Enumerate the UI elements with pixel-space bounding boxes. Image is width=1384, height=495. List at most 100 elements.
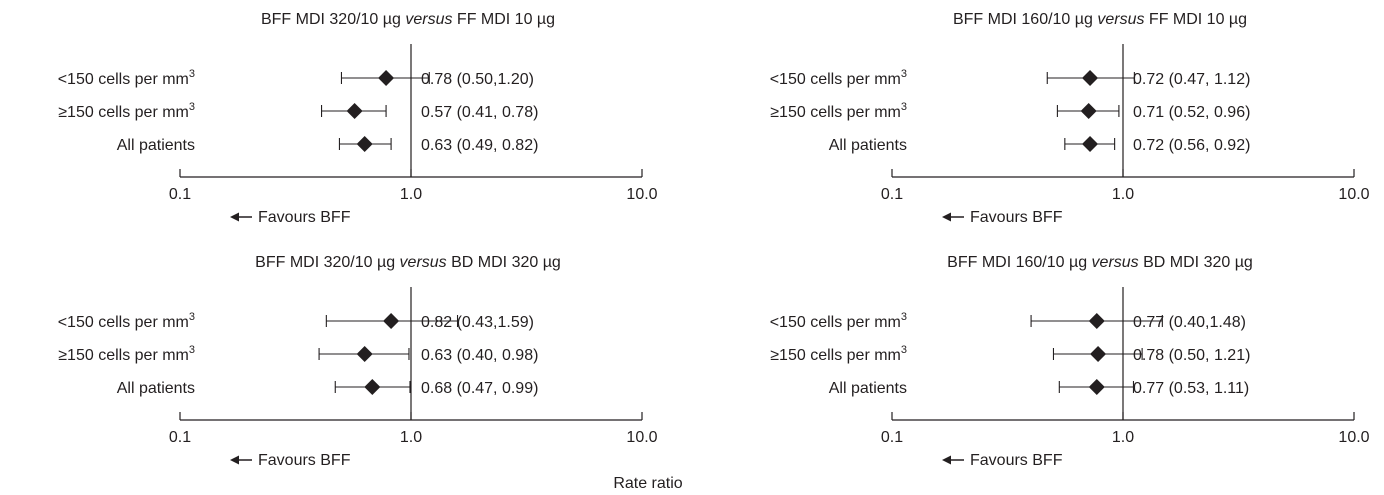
row-label: ≥150 cells per mm3 (770, 344, 907, 364)
row-label-superscript: 3 (901, 68, 907, 80)
forest-panel-2: BFF MDI 160/10 µg versus FF MDI 10 µg 0.1… (770, 11, 1370, 226)
estimate-diamond (356, 136, 373, 152)
favours-arrow-head (942, 212, 951, 222)
forest-row: ≥150 cells per mm3 0.71 (0.52, 0.96) (770, 101, 1250, 121)
row-value-label: 0.77 (0.40,1.48) (1133, 314, 1246, 331)
favours-arrow-head (230, 212, 239, 222)
forest-row: ≥150 cells per mm3 0.57 (0.41, 0.78) (58, 101, 538, 121)
row-label-superscript: 3 (901, 344, 907, 356)
estimate-diamond (383, 313, 400, 329)
panel-title-part: FF MDI 10 µg (452, 11, 555, 28)
row-label-superscript: 3 (189, 311, 195, 323)
row-label-text: ≥150 cells per mm (770, 104, 901, 121)
forest-row: <150 cells per mm3 0.77 (0.40,1.48) (770, 311, 1246, 331)
row-label-text: <150 cells per mm (770, 314, 901, 331)
row-label-superscript: 3 (901, 101, 907, 113)
estimate-diamond (364, 379, 381, 395)
favours-arrow-head (230, 455, 239, 465)
panel-title-part: BFF MDI 160/10 µg (953, 11, 1097, 28)
forest-panel-3: BFF MDI 320/10 µg versus BD MDI 320 µg 0.… (58, 254, 658, 469)
row-label-text: ≥150 cells per mm (58, 347, 189, 364)
estimate-diamond (1090, 346, 1107, 362)
panel-title: BFF MDI 320/10 µg versus FF MDI 10 µg (261, 11, 555, 28)
favours-arrow-head (942, 455, 951, 465)
forest-row: All patients 0.68 (0.47, 0.99) (117, 379, 538, 397)
row-value-label: 0.71 (0.52, 0.96) (1133, 104, 1250, 121)
estimate-diamond (346, 103, 363, 119)
row-label: All patients (829, 137, 907, 154)
panel-title-part: BFF MDI 320/10 µg (261, 11, 405, 28)
row-label-text: All patients (829, 137, 907, 154)
row-value-label: 0.57 (0.41, 0.78) (421, 104, 538, 121)
panel-title-part: versus (1092, 254, 1139, 271)
panel-title-part: versus (1097, 11, 1144, 28)
forest-row: <150 cells per mm3 0.72 (0.47, 1.12) (770, 68, 1251, 88)
row-value-label: 0.63 (0.49, 0.82) (421, 137, 538, 154)
row-label: <150 cells per mm3 (770, 68, 907, 88)
x-tick-label: 1.0 (1112, 186, 1134, 203)
x-axis-label-rate-ratio: Rate ratio (613, 475, 682, 492)
row-value-label: 0.78 (0.50,1.20) (421, 71, 534, 88)
estimate-diamond (1080, 103, 1097, 119)
x-tick-label: 1.0 (400, 429, 422, 446)
x-tick-label: 0.1 (881, 429, 903, 446)
panel-title-part: BD MDI 320 µg (1139, 254, 1253, 271)
x-tick-label: 0.1 (169, 186, 191, 203)
row-label-text: ≥150 cells per mm (770, 347, 901, 364)
favours-label: Favours BFF (258, 209, 351, 226)
forest-row: All patients 0.77 (0.53, 1.11) (829, 379, 1249, 397)
estimate-diamond (356, 346, 373, 362)
panel-title-part: BFF MDI 320/10 µg (255, 254, 399, 271)
forest-row: ≥150 cells per mm3 0.63 (0.40, 0.98) (58, 344, 538, 364)
x-tick-label: 10.0 (1338, 429, 1369, 446)
favours-label: Favours BFF (970, 452, 1063, 469)
x-tick-label: 10.0 (626, 186, 657, 203)
row-label: All patients (829, 380, 907, 397)
row-label: <150 cells per mm3 (770, 311, 907, 331)
panel-title-part: BFF MDI 160/10 µg (947, 254, 1091, 271)
row-label-text: All patients (117, 137, 195, 154)
row-value-label: 0.78 (0.50, 1.21) (1133, 347, 1250, 364)
x-tick-label: 1.0 (400, 186, 422, 203)
forest-panel-4: BFF MDI 160/10 µg versus BD MDI 320 µg 0.… (770, 254, 1370, 469)
forest-row: All patients 0.72 (0.56, 0.92) (829, 136, 1250, 154)
row-label-text: All patients (829, 380, 907, 397)
row-value-label: 0.72 (0.56, 0.92) (1133, 137, 1250, 154)
panel-title: BFF MDI 160/10 µg versus BD MDI 320 µg (947, 254, 1253, 271)
panel-title-part: BD MDI 320 µg (447, 254, 561, 271)
row-label-superscript: 3 (189, 344, 195, 356)
row-label: All patients (117, 137, 195, 154)
row-label-superscript: 3 (189, 101, 195, 113)
row-label: <150 cells per mm3 (58, 311, 195, 331)
favours-label: Favours BFF (258, 452, 351, 469)
row-label-text: <150 cells per mm (58, 314, 189, 331)
row-label: <150 cells per mm3 (58, 68, 195, 88)
row-value-label: 0.68 (0.47, 0.99) (421, 380, 538, 397)
row-value-label: 0.72 (0.47, 1.12) (1133, 71, 1250, 88)
panel-title: BFF MDI 160/10 µg versus FF MDI 10 µg (953, 11, 1247, 28)
panel-title: BFF MDI 320/10 µg versus BD MDI 320 µg (255, 254, 561, 271)
row-label-text: All patients (117, 380, 195, 397)
row-label-text: ≥150 cells per mm (58, 104, 189, 121)
forest-row: All patients 0.63 (0.49, 0.82) (117, 136, 538, 154)
favours-label: Favours BFF (970, 209, 1063, 226)
panel-title-part: versus (400, 254, 447, 271)
row-label: All patients (117, 380, 195, 397)
row-label: ≥150 cells per mm3 (770, 101, 907, 121)
panel-title-part: FF MDI 10 µg (1144, 11, 1247, 28)
row-label: ≥150 cells per mm3 (58, 101, 195, 121)
estimate-diamond (1088, 313, 1105, 329)
panel-title-part: versus (405, 11, 452, 28)
row-label-text: <150 cells per mm (58, 71, 189, 88)
estimate-diamond (378, 70, 395, 86)
forest-row: <150 cells per mm3 0.82 (0.43,1.59) (58, 311, 534, 331)
row-label-superscript: 3 (901, 311, 907, 323)
row-value-label: 0.77 (0.53, 1.11) (1133, 380, 1249, 397)
forest-row: ≥150 cells per mm3 0.78 (0.50, 1.21) (770, 344, 1250, 364)
row-label-text: <150 cells per mm (770, 71, 901, 88)
row-label: ≥150 cells per mm3 (58, 344, 195, 364)
x-tick-label: 10.0 (626, 429, 657, 446)
forest-panel-1: BFF MDI 320/10 µg versus FF MDI 10 µg 0.1… (58, 11, 658, 226)
row-label-superscript: 3 (189, 68, 195, 80)
forest-row: <150 cells per mm3 0.78 (0.50,1.20) (58, 68, 534, 88)
